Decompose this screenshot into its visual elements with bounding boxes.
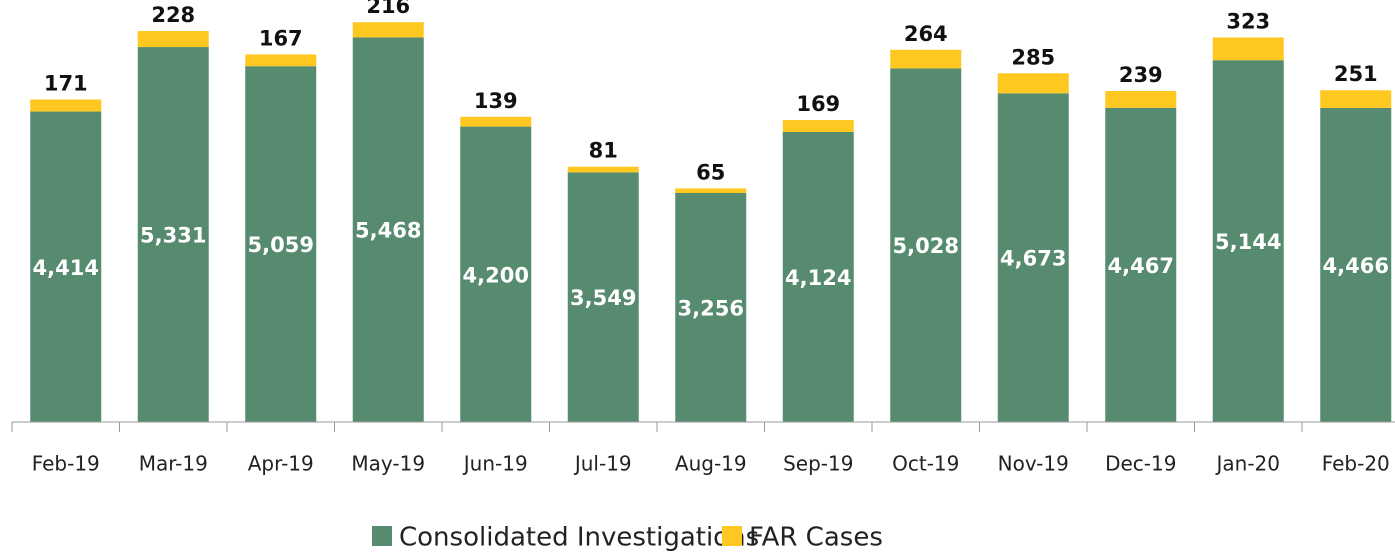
bar-segment bbox=[137, 47, 209, 422]
value-label: 5,331 bbox=[140, 224, 206, 248]
value-label: 3,256 bbox=[678, 296, 744, 320]
bar-segment bbox=[1212, 37, 1284, 61]
x-tick-label: Jan-20 bbox=[1215, 452, 1281, 476]
x-tick-label: Nov-19 bbox=[998, 452, 1069, 476]
bar-segment bbox=[460, 126, 532, 422]
value-label: 4,200 bbox=[463, 263, 529, 287]
value-label: 139 bbox=[474, 89, 518, 113]
value-label: 171 bbox=[44, 72, 88, 96]
value-label: 5,028 bbox=[893, 234, 959, 258]
value-label: 169 bbox=[796, 92, 840, 116]
bar-segment bbox=[890, 68, 962, 422]
bar-segment bbox=[137, 31, 209, 48]
bar-segment bbox=[1105, 91, 1177, 108]
bar-segment bbox=[1212, 60, 1284, 423]
value-label: 4,414 bbox=[33, 256, 99, 280]
bar-segment bbox=[675, 192, 747, 422]
bar-segment bbox=[1320, 90, 1392, 108]
value-label: 285 bbox=[1011, 45, 1055, 69]
value-label: 5,468 bbox=[355, 219, 421, 243]
x-tick-label: Aug-19 bbox=[675, 452, 747, 476]
bar-segment bbox=[1105, 107, 1177, 423]
bar-segment bbox=[30, 99, 102, 112]
bar-segment bbox=[1320, 107, 1392, 423]
value-label: 81 bbox=[589, 139, 618, 163]
value-label: 239 bbox=[1119, 63, 1163, 87]
bar-segment bbox=[352, 37, 424, 423]
bar-segment bbox=[30, 111, 102, 422]
bar-segment bbox=[245, 54, 317, 67]
bar-segment bbox=[460, 116, 532, 127]
value-label: 4,467 bbox=[1108, 254, 1174, 278]
x-tick-label: Jun-19 bbox=[462, 452, 528, 476]
x-tick-label: Oct-19 bbox=[892, 452, 959, 476]
legend-swatch bbox=[372, 526, 392, 546]
bar-segment bbox=[675, 188, 747, 193]
bar-segment bbox=[245, 66, 317, 423]
value-label: 264 bbox=[904, 22, 948, 46]
value-label: 251 bbox=[1334, 62, 1378, 86]
value-label: 4,124 bbox=[785, 266, 851, 290]
x-tick-label: Feb-20 bbox=[1322, 452, 1390, 476]
legend-label: FAR Cases bbox=[749, 523, 883, 553]
x-tick-label: Feb-19 bbox=[32, 452, 100, 476]
bar-segment bbox=[997, 93, 1069, 422]
bar-segment bbox=[567, 166, 639, 173]
legend-label: Consolidated Investigations bbox=[399, 523, 759, 553]
x-tick-label: Sep-19 bbox=[783, 452, 853, 476]
x-tick-label: May-19 bbox=[351, 452, 425, 476]
bar-segment bbox=[997, 73, 1069, 94]
value-label: 323 bbox=[1226, 9, 1270, 33]
value-label: 167 bbox=[259, 26, 303, 50]
bar-segment bbox=[352, 22, 424, 38]
bar-segment bbox=[890, 49, 962, 69]
value-label: 3,549 bbox=[570, 286, 636, 310]
value-label: 5,144 bbox=[1215, 230, 1281, 254]
value-label: 65 bbox=[696, 160, 725, 184]
bar-segment bbox=[782, 131, 854, 423]
value-label: 4,673 bbox=[1000, 247, 1066, 271]
value-label: 5,059 bbox=[248, 233, 314, 257]
x-tick-label: Mar-19 bbox=[139, 452, 208, 476]
value-label: 216 bbox=[366, 0, 410, 18]
x-tick-label: Dec-19 bbox=[1105, 452, 1176, 476]
x-tick-label: Apr-19 bbox=[248, 452, 314, 476]
value-label: 4,466 bbox=[1323, 254, 1389, 278]
x-tick-label: Jul-19 bbox=[573, 452, 632, 476]
bar-segment bbox=[782, 120, 854, 132]
value-label: 228 bbox=[151, 3, 195, 27]
legend-swatch bbox=[722, 526, 742, 546]
bar-segment bbox=[567, 172, 639, 422]
